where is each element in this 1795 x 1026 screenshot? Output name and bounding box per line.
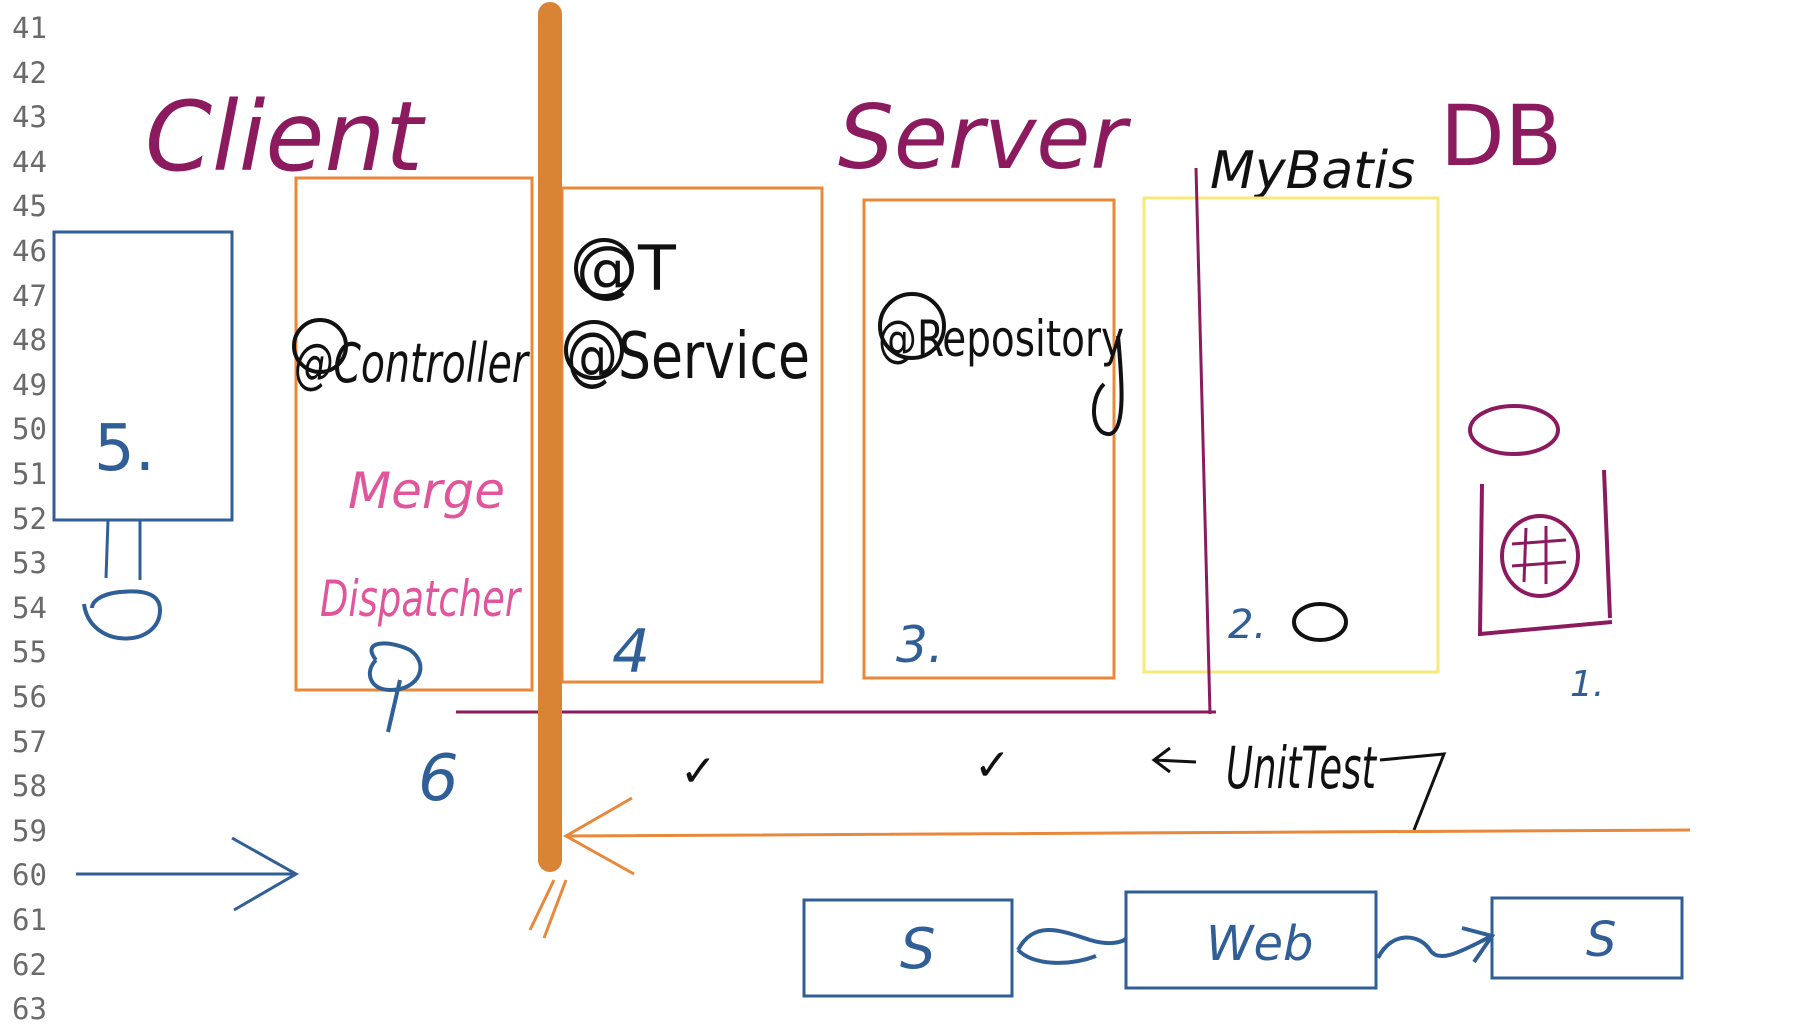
- db-grid-lines: [1511, 526, 1567, 584]
- line-number: 48: [12, 323, 47, 358]
- t-at-icon: [574, 238, 634, 298]
- orange-return-arrow: [562, 796, 1691, 876]
- merge-label: Merge: [348, 462, 505, 520]
- step-six-label: 6: [418, 742, 459, 816]
- controller-at-icon: [292, 318, 348, 374]
- repository-check-mark: ✓: [974, 740, 1011, 791]
- bottom-right-box-label: S: [1586, 912, 1616, 968]
- mybatis-divider-line: [1194, 167, 1212, 715]
- repository-hook: [1091, 335, 1124, 436]
- controller-scribble-icon: [367, 641, 423, 733]
- line-number: 53: [12, 546, 47, 581]
- db-grid-icon: [1500, 514, 1580, 598]
- mybatis-box-label: 2.: [1228, 602, 1266, 648]
- client-connector: [104, 519, 142, 580]
- line-number: 54: [12, 590, 47, 625]
- line-number: 61: [12, 903, 47, 937]
- line-number: 58: [12, 769, 47, 804]
- line-number: 41: [12, 11, 47, 45]
- dispatcher-label: Dispatcher: [320, 570, 523, 628]
- mybatis-box: [1142, 196, 1440, 674]
- line-number: 52: [12, 501, 47, 536]
- repository-box-number: 3.: [896, 616, 944, 674]
- bottom-left-box: [802, 898, 1014, 998]
- line-number: 57: [12, 724, 47, 759]
- line-number: 49: [12, 367, 47, 402]
- line-number: 60: [12, 858, 47, 893]
- line-number: 63: [12, 992, 47, 1026]
- line-number-gutter: [0, 0, 56, 1013]
- client-box-label: 5.: [94, 412, 155, 486]
- bottom-left-box-label: S: [900, 917, 936, 982]
- unittest-right-bracket: [1379, 752, 1447, 831]
- client-heading: Client: [145, 81, 426, 193]
- line-number: 51: [12, 457, 47, 491]
- line-number: 46: [12, 234, 47, 268]
- db-label: 1.: [1570, 664, 1604, 705]
- line-number: 56: [12, 680, 47, 714]
- controller-label: @Controller: [294, 332, 530, 395]
- bottom-middle-box-label: Web: [1206, 916, 1313, 972]
- line-number: 55: [12, 635, 47, 670]
- line-number: 50: [12, 412, 47, 447]
- line-number: 59: [12, 813, 47, 848]
- unittest-label: UnitTest: [1226, 734, 1377, 802]
- blue-request-arrow: [76, 836, 300, 912]
- line-number: 45: [12, 189, 47, 224]
- server-heading: Server: [838, 86, 1131, 189]
- line-number: 62: [12, 947, 47, 982]
- service-check-mark: ✓: [680, 746, 717, 797]
- line-number: 43: [12, 100, 47, 135]
- client-cup-shape: [82, 589, 163, 641]
- bottom-right-connector: [1376, 926, 1496, 964]
- db-heading: DB: [1440, 87, 1562, 185]
- service-box-number: 4: [612, 617, 650, 687]
- controller-box: [294, 176, 534, 692]
- line-number: 44: [12, 144, 47, 179]
- t-annotation-label: @T: [576, 232, 677, 305]
- repository-box: [862, 198, 1116, 680]
- mybatis-scribble-icon: [1292, 602, 1348, 642]
- mybatis-heading: MyBatis: [1210, 141, 1415, 201]
- line-number: 47: [12, 278, 47, 313]
- orange-hash-marks: [528, 879, 568, 939]
- client-box: [52, 230, 234, 522]
- service-label: @Service: [566, 320, 810, 394]
- line-number: 42: [12, 55, 47, 90]
- db-lid-icon: [1468, 404, 1560, 456]
- bottom-left-connector: [1016, 928, 1128, 965]
- repository-at-icon: [878, 292, 946, 360]
- repository-label: @Repository: [878, 310, 1124, 368]
- service-at-icon: [564, 320, 624, 380]
- db-cylinder-icon: [1477, 469, 1613, 637]
- unittest-left-arrow: [1151, 746, 1197, 774]
